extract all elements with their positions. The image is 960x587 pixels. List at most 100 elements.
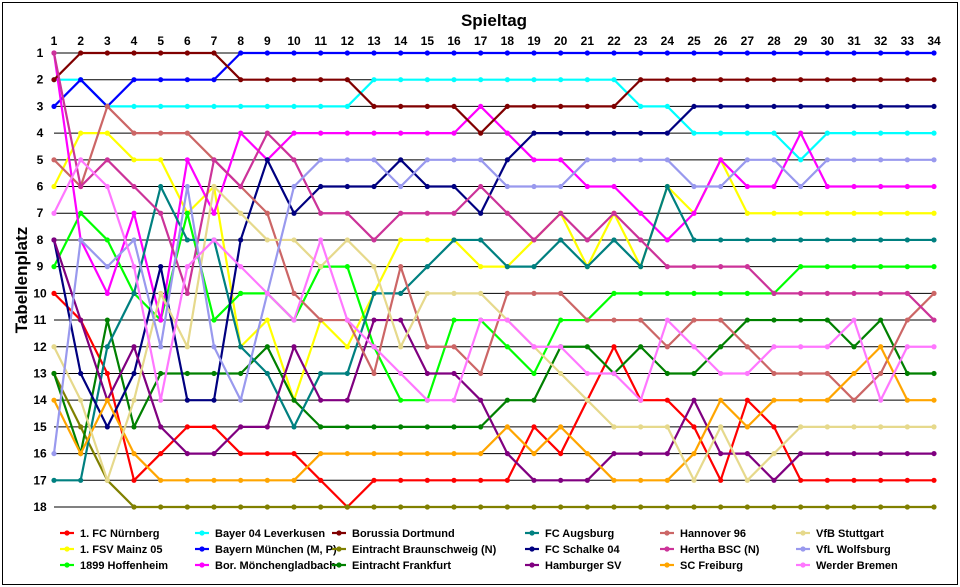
data-point-s4-30 xyxy=(824,50,830,56)
data-point-s14-29 xyxy=(798,397,804,403)
data-point-s16-2 xyxy=(78,237,84,243)
data-point-s13-20 xyxy=(558,210,564,216)
data-point-s11-7 xyxy=(211,450,217,457)
data-point-s13-19 xyxy=(531,237,537,243)
data-point-s1-30 xyxy=(824,210,830,216)
data-point-s3-7 xyxy=(211,103,217,110)
data-point-s2-8 xyxy=(238,290,244,296)
data-point-s1-2 xyxy=(78,130,84,136)
data-point-s12-15 xyxy=(424,344,430,350)
data-point-s2-6 xyxy=(184,210,190,216)
data-point-s4-14 xyxy=(398,50,404,56)
data-point-s9-3 xyxy=(104,344,110,350)
data-point-s8-14 xyxy=(398,424,404,430)
data-point-s13-21 xyxy=(584,237,590,243)
data-point-s5-30 xyxy=(824,183,830,190)
legend-swatch-dot-4 xyxy=(199,546,205,552)
data-point-s1-33 xyxy=(904,210,910,216)
x-tick-label-27: 27 xyxy=(741,34,755,48)
data-point-s8-1 xyxy=(51,370,57,377)
data-point-s11-2 xyxy=(78,317,84,323)
data-point-s4-12 xyxy=(344,50,350,56)
data-point-s5-22 xyxy=(611,183,617,190)
data-point-s0-18 xyxy=(504,477,510,483)
data-point-s10-8 xyxy=(238,237,244,243)
data-point-s0-14 xyxy=(398,477,404,483)
data-point-s8-11 xyxy=(318,424,324,430)
data-point-s13-9 xyxy=(264,130,270,136)
data-point-s6-5 xyxy=(158,50,164,56)
legend-label-2: 1899 Hoffenheim xyxy=(80,560,168,572)
data-point-s9-1 xyxy=(51,477,57,483)
data-point-s9-31 xyxy=(851,237,857,243)
data-point-s1-17 xyxy=(478,264,484,270)
data-point-s12-30 xyxy=(824,370,830,377)
data-point-s10-30 xyxy=(824,103,830,110)
data-point-s15-16 xyxy=(451,290,457,296)
data-point-s1-14 xyxy=(398,237,404,243)
data-point-s16-21 xyxy=(584,157,590,163)
data-point-s14-15 xyxy=(424,450,430,457)
data-point-s12-25 xyxy=(691,317,697,323)
data-point-s6-8 xyxy=(238,77,244,83)
data-point-s14-18 xyxy=(504,424,510,430)
data-point-s16-30 xyxy=(824,157,830,163)
data-point-s0-22 xyxy=(611,344,617,350)
data-point-s10-21 xyxy=(584,130,590,136)
data-point-s9-16 xyxy=(451,237,457,243)
data-point-s3-24 xyxy=(664,103,670,110)
data-point-s10-28 xyxy=(771,103,777,110)
series-line-13 xyxy=(52,51,936,322)
data-point-s8-34 xyxy=(931,370,937,377)
data-point-s5-28 xyxy=(771,183,777,190)
data-point-s9-22 xyxy=(611,237,617,243)
data-point-s17-3 xyxy=(104,183,110,190)
x-axis-title: Spieltag xyxy=(461,11,527,30)
data-point-s15-23 xyxy=(638,424,644,430)
data-point-s7-9 xyxy=(264,504,270,510)
series-line-14 xyxy=(52,345,936,482)
data-point-s17-7 xyxy=(211,237,217,243)
data-point-s0-32 xyxy=(878,477,884,483)
data-point-s3-34 xyxy=(931,130,937,136)
data-point-s4-21 xyxy=(584,50,590,56)
data-point-s3-10 xyxy=(291,103,297,110)
data-point-s14-14 xyxy=(398,450,404,457)
y-tick-label-3: 3 xyxy=(37,99,44,113)
legend-label-6: Borussia Dortmund xyxy=(352,528,455,540)
x-tick-label-15: 15 xyxy=(421,34,435,48)
data-point-s12-5 xyxy=(158,130,164,136)
data-point-s17-27 xyxy=(744,370,750,377)
y-tick-label-7: 7 xyxy=(37,206,44,220)
data-point-s15-32 xyxy=(878,424,884,430)
data-point-s11-5 xyxy=(158,424,164,430)
y-tick-label-18: 18 xyxy=(33,500,47,514)
data-point-s17-17 xyxy=(478,317,484,323)
data-point-s14-11 xyxy=(318,450,324,457)
data-point-s4-7 xyxy=(211,77,217,83)
data-point-s12-10 xyxy=(291,290,297,296)
data-point-s10-3 xyxy=(104,424,110,430)
data-point-s12-11 xyxy=(318,317,324,323)
data-point-s6-28 xyxy=(771,77,777,83)
data-point-s7-23 xyxy=(638,504,644,510)
series-line-8 xyxy=(52,318,936,455)
data-point-s16-10 xyxy=(291,183,297,190)
data-point-s15-9 xyxy=(264,237,270,243)
data-point-s11-19 xyxy=(531,477,537,483)
y-tick-label-17: 17 xyxy=(33,473,47,487)
data-point-s16-5 xyxy=(158,344,164,350)
data-point-s2-16 xyxy=(451,317,457,323)
legend-label-4: Bayern München (M, P) xyxy=(215,544,337,556)
data-point-s14-12 xyxy=(344,450,350,457)
data-point-s1-3 xyxy=(104,130,110,136)
data-point-s17-20 xyxy=(558,344,564,350)
legend-swatch-dot-10 xyxy=(529,546,535,552)
data-point-s0-10 xyxy=(291,450,297,457)
data-point-s11-12 xyxy=(344,397,350,403)
data-point-s6-29 xyxy=(798,77,804,83)
data-point-s11-26 xyxy=(718,450,724,457)
data-point-s7-26 xyxy=(718,504,724,510)
data-point-s10-29 xyxy=(798,103,804,110)
y-tick-label-4: 4 xyxy=(37,126,44,140)
